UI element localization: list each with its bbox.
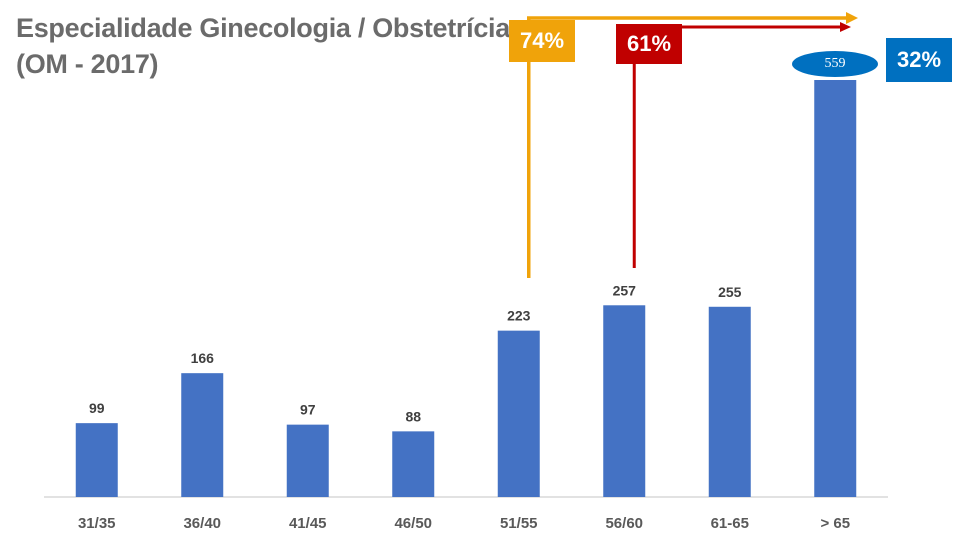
x-tick-label: 31/35 bbox=[78, 515, 116, 532]
arrow-74-line bbox=[527, 16, 848, 278]
arrow-61-head bbox=[840, 22, 851, 32]
x-tick-label: 56/60 bbox=[605, 515, 643, 532]
data-label: 166 bbox=[191, 350, 215, 366]
title-line-2: (OM - 2017) bbox=[16, 49, 159, 79]
data-label: 97 bbox=[300, 402, 316, 418]
max-value-oval: 559 bbox=[792, 51, 878, 77]
data-label: 255 bbox=[718, 284, 742, 300]
data-label: 223 bbox=[507, 308, 531, 324]
data-label: 99 bbox=[89, 400, 105, 416]
annotation-61-percent: 61% bbox=[616, 24, 682, 64]
x-tick-label: > 65 bbox=[820, 515, 850, 532]
bar bbox=[75, 423, 118, 497]
title-line-1: Especialidade Ginecologia / Obstetrícia bbox=[16, 13, 510, 43]
bar bbox=[497, 330, 540, 497]
bar bbox=[392, 431, 435, 497]
x-tick-label: 41/45 bbox=[289, 515, 327, 532]
x-tick-label: 51/55 bbox=[500, 515, 538, 532]
bar bbox=[708, 306, 751, 497]
data-label: 88 bbox=[405, 408, 421, 424]
x-tick-label: 36/40 bbox=[183, 515, 221, 532]
chart-title: Especialidade Ginecologia / Obstetrícia … bbox=[16, 10, 510, 82]
bar bbox=[603, 305, 646, 497]
x-tick-label: 46/50 bbox=[394, 515, 432, 532]
x-tick-label: 61-65 bbox=[711, 515, 749, 532]
bar bbox=[814, 80, 857, 497]
annotation-74-percent: 74% bbox=[509, 20, 575, 62]
annotation-32-percent: 32% bbox=[886, 38, 952, 82]
arrow-74-head bbox=[846, 12, 858, 24]
bar bbox=[286, 424, 329, 497]
bar bbox=[181, 373, 224, 497]
data-label: 257 bbox=[613, 282, 637, 298]
